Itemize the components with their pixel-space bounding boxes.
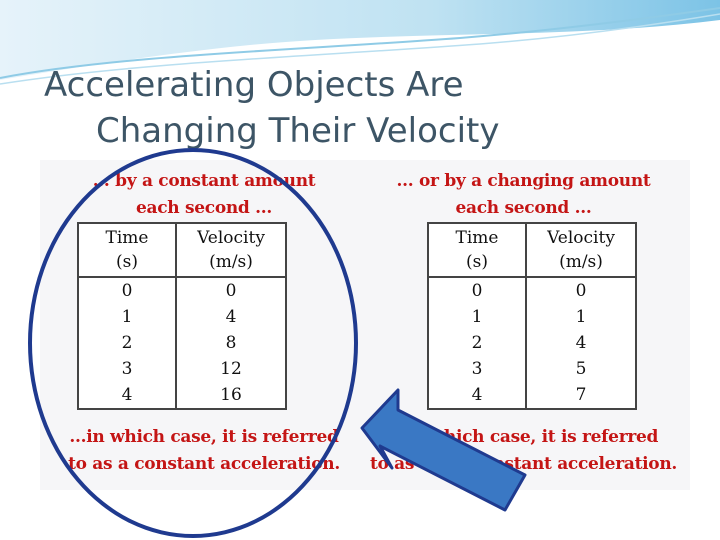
time-cell: 4 xyxy=(427,382,527,410)
velocity-cell: 0 xyxy=(525,277,637,304)
title-line-1: Accelerating Objects Are xyxy=(44,65,464,105)
velocity-cell: 4 xyxy=(525,330,637,356)
time-header: Time (s) xyxy=(427,222,527,278)
time-cell: 0 xyxy=(427,277,527,304)
time-cell: 2 xyxy=(427,330,527,356)
right-top-caption-line-2: each second ... xyxy=(455,198,592,218)
title-line-2: Changing Their Velocity xyxy=(96,111,500,151)
time-cell: 1 xyxy=(427,304,527,330)
velocity-cell: 5 xyxy=(525,356,637,382)
velocity-cell: 7 xyxy=(525,382,637,410)
time-cell: 3 xyxy=(427,356,527,382)
header-swoosh-decoration xyxy=(0,0,720,85)
slide-title: Accelerating Objects Are Changing Their … xyxy=(44,62,684,154)
arrow-up-left-icon xyxy=(360,388,527,512)
velocity-header: Velocity (m/s) xyxy=(525,222,637,278)
highlight-ellipse xyxy=(28,148,358,538)
right-top-caption: ... or by a changing amount each second … xyxy=(357,168,690,222)
velocity-cell: 1 xyxy=(525,304,637,330)
table-header-row: Time (s) Velocity (m/s) xyxy=(427,222,637,278)
right-top-caption-line-1: ... or by a changing amount xyxy=(396,171,651,191)
